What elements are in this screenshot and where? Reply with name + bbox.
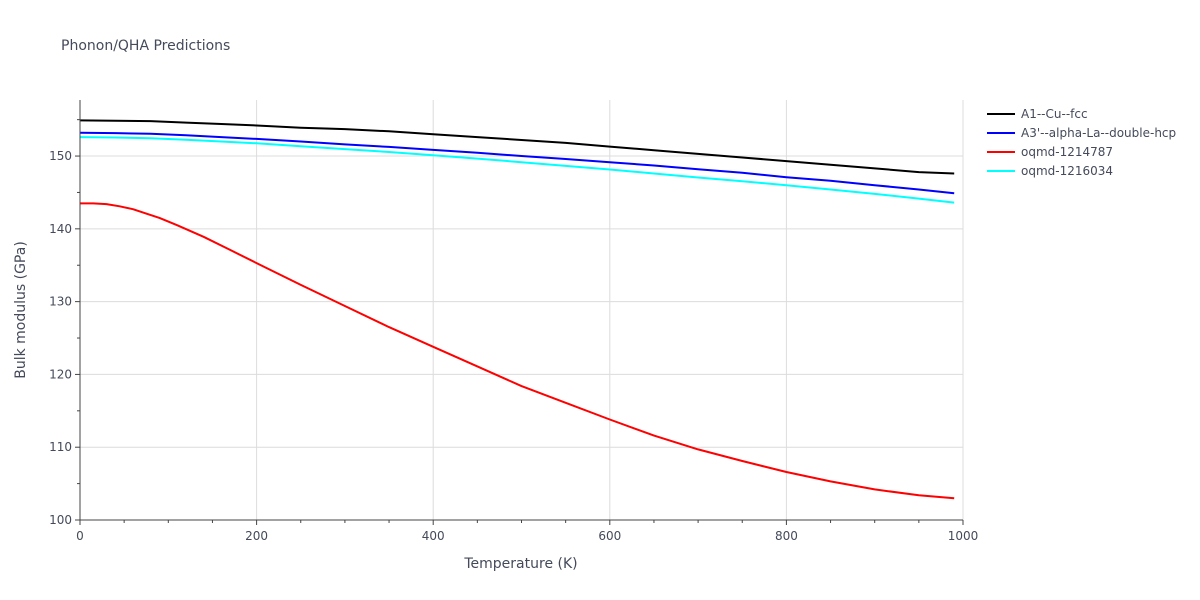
x-tick-label: 1000 bbox=[948, 529, 979, 543]
series-lines[interactable] bbox=[79, 119, 955, 500]
y-tick-label: 120 bbox=[49, 367, 72, 381]
legend-label: oqmd-1216034 bbox=[1021, 164, 1113, 178]
y-tick-label: 130 bbox=[49, 295, 72, 309]
x-axis-label: Temperature (K) bbox=[463, 556, 577, 572]
legend-label: A1--Cu--fcc bbox=[1021, 107, 1088, 121]
series-line-1[interactable] bbox=[79, 119, 955, 175]
series-line-3[interactable] bbox=[80, 202, 955, 500]
chart-title: Phonon/QHA Predictions bbox=[61, 38, 230, 54]
legend-label: oqmd-1214787 bbox=[1021, 145, 1113, 159]
x-tick-label: 600 bbox=[598, 529, 621, 543]
series-line-4[interactable] bbox=[79, 136, 955, 204]
series-line-2[interactable] bbox=[79, 131, 955, 195]
legend-item-2[interactable]: A3'--alpha-La--double-hcp bbox=[987, 126, 1176, 140]
y-tick-label: 100 bbox=[49, 513, 72, 527]
y-tick-label: 110 bbox=[49, 440, 72, 454]
x-tick-label: 800 bbox=[775, 529, 798, 543]
legend-label: A3'--alpha-La--double-hcp bbox=[1021, 126, 1176, 140]
x-axis-ticks: 0 200 400 600 800 1000 bbox=[76, 520, 978, 543]
y-tick-label: 140 bbox=[49, 222, 72, 236]
y-axis-label: Bulk modulus (GPa) bbox=[13, 241, 29, 379]
x-tick-label: 400 bbox=[422, 529, 445, 543]
legend-item-3[interactable]: oqmd-1214787 bbox=[987, 145, 1113, 159]
x-tick-label: 200 bbox=[245, 529, 268, 543]
legend[interactable]: A1--Cu--fcc A3'--alpha-La--double-hcp oqmd… bbox=[987, 107, 1176, 178]
legend-item-4[interactable]: oqmd-1216034 bbox=[987, 164, 1113, 178]
x-tick-label: 0 bbox=[76, 529, 84, 543]
y-axis-ticks: 100 110 120 130 140 150 bbox=[49, 119, 80, 527]
y-tick-label: 150 bbox=[49, 149, 72, 163]
legend-item-1[interactable]: A1--Cu--fcc bbox=[987, 107, 1088, 121]
